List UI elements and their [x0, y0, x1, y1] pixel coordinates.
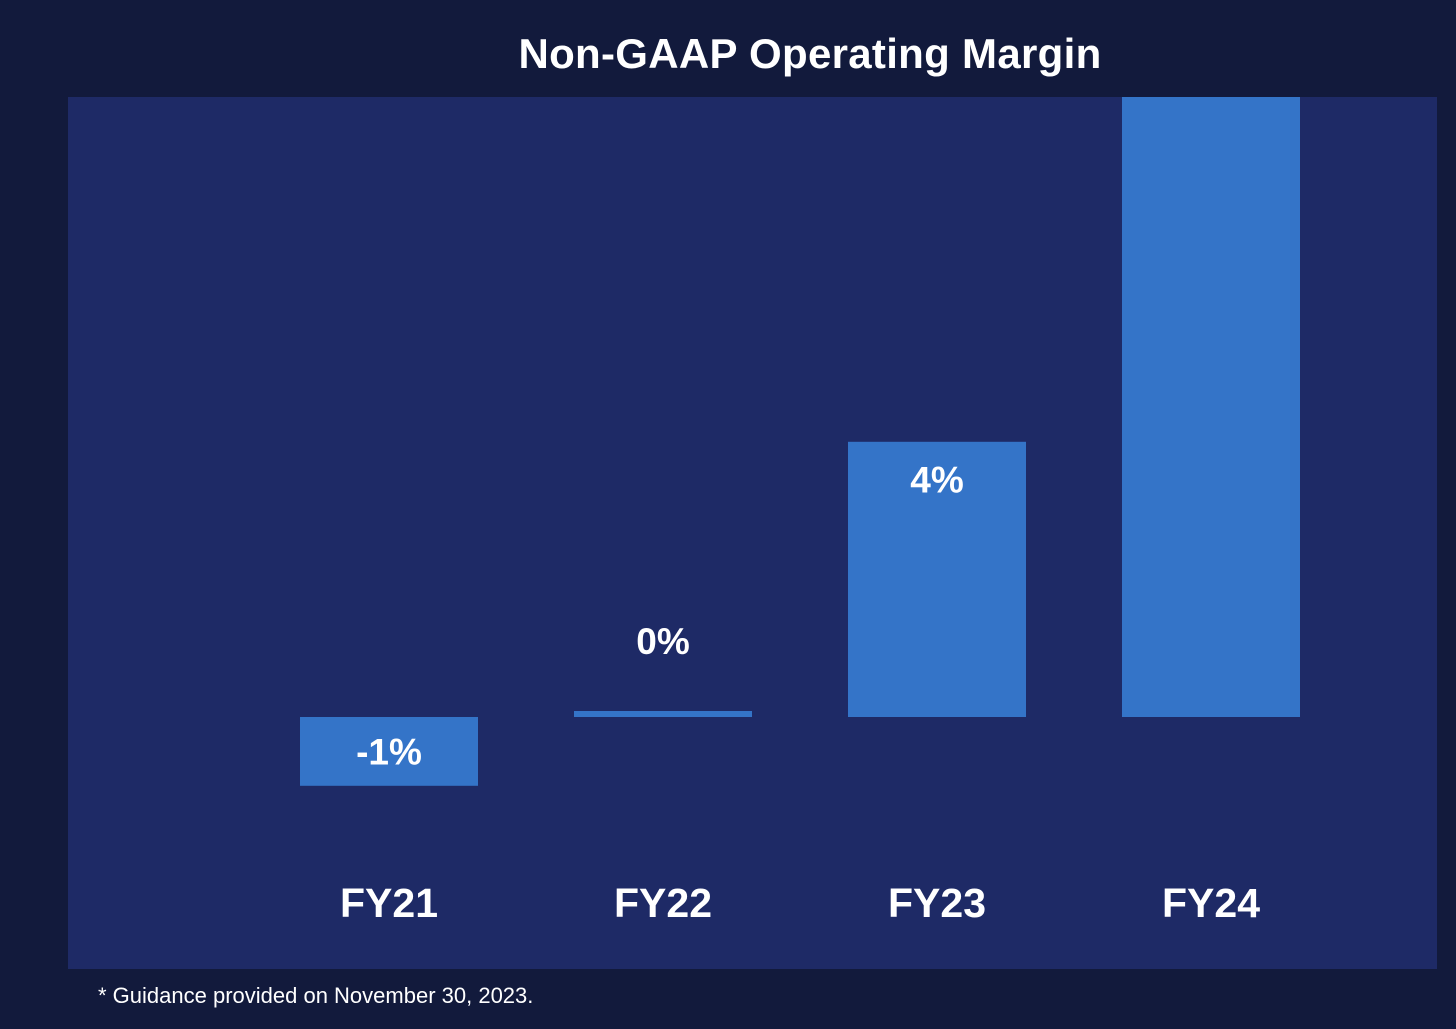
bar-fy21 [300, 717, 478, 786]
data-label-line: 0% [636, 621, 689, 662]
bar-fy22 [574, 711, 752, 717]
data-label-fy23: 4% [910, 459, 963, 500]
footnote: * Guidance provided on November 30, 2023… [98, 983, 534, 1008]
chart-title: Non-GAAP Operating Margin [518, 30, 1102, 77]
data-label-line: 4% [910, 459, 963, 500]
data-label-line: -1% [356, 732, 422, 773]
x-tick-label-fy22: FY22 [614, 880, 712, 926]
x-tick-label-fy24: FY24 [1162, 880, 1260, 926]
bar-fy24 [1122, 97, 1300, 718]
data-label-fy22: 0% [636, 621, 689, 662]
x-tick-label-fy23: FY23 [888, 880, 986, 926]
bar-fy23 [848, 441, 1026, 717]
data-label-fy21: -1% [356, 732, 422, 773]
x-tick-label-fy21: FY21 [340, 880, 438, 926]
